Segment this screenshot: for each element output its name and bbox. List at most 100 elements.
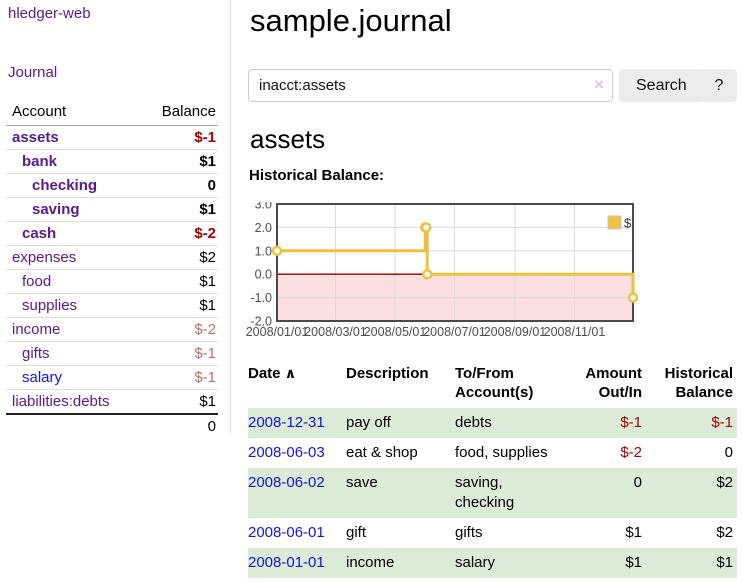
transaction-description: save xyxy=(346,474,378,491)
svg-text:2008/01/01: 2008/01/01 xyxy=(246,325,309,339)
app-title-link[interactable]: hledger-web xyxy=(8,5,91,22)
sidebar-item-journal[interactable]: Journal xyxy=(8,64,58,81)
account-link-salary[interactable]: salary xyxy=(22,369,63,386)
account-balance: $1 xyxy=(139,293,218,318)
help-button[interactable]: ? xyxy=(701,69,737,102)
transaction-amount: $1 xyxy=(625,524,642,541)
account-balance: $-2 xyxy=(139,317,218,342)
transaction-balance: $2 xyxy=(716,474,733,491)
account-row: cash $-2 xyxy=(6,221,218,246)
accounts-total-value: 0 xyxy=(139,413,218,438)
transaction-date-link[interactable]: 2008-06-03 xyxy=(248,444,325,461)
account-row: income $-2 xyxy=(6,317,218,342)
accounts-header-row: Account Balance xyxy=(6,100,218,126)
transaction-date-link[interactable]: 2008-01-01 xyxy=(248,554,325,571)
accounts-total-row: 0 xyxy=(6,413,218,438)
register-header-balance: Historical Balance xyxy=(664,365,733,401)
account-row: expenses $2 xyxy=(6,245,218,270)
transaction-amount: 0 xyxy=(633,474,642,491)
account-row: supplies $1 xyxy=(6,293,218,318)
svg-text:2008/09/01: 2008/09/01 xyxy=(484,325,547,339)
svg-text:3.0: 3.0 xyxy=(255,202,272,212)
register-table: Date ∧ Description To/From Account(s) Am… xyxy=(248,362,737,578)
transaction-description: pay off xyxy=(346,414,391,431)
account-link-income[interactable]: income xyxy=(12,321,61,338)
search-box: × xyxy=(248,69,613,102)
account-row: checking 0 xyxy=(6,173,218,198)
transaction-balance: 0 xyxy=(724,444,733,461)
register-header-date-label: Date xyxy=(248,365,281,382)
clear-search-icon[interactable]: × xyxy=(594,75,604,94)
account-row: saving $1 xyxy=(6,197,218,222)
account-balance: $1 xyxy=(139,269,218,294)
account-row: bank $1 xyxy=(6,149,218,174)
account-link-liabilities-debts[interactable]: liabilities:debts xyxy=(12,393,110,410)
transaction-accounts: gifts xyxy=(455,524,483,541)
svg-text:2.0: 2.0 xyxy=(255,221,272,235)
sidebar: hledger-web Journal Account Balance asse… xyxy=(0,0,231,438)
transaction-amount: $-1 xyxy=(620,414,642,431)
svg-text:2008/07/01: 2008/07/01 xyxy=(423,325,486,339)
search-button[interactable]: Search xyxy=(619,69,704,102)
transaction-accounts: saving, checking xyxy=(455,474,515,511)
account-balance: $1 xyxy=(139,389,218,415)
svg-text:0.0: 0.0 xyxy=(255,268,272,282)
account-link-cash[interactable]: cash xyxy=(22,225,57,242)
accounts-table: Account Balance assets $-1 bank $1 checking 0… xyxy=(6,100,218,438)
accounts-header-account: Account xyxy=(6,100,140,126)
accounts-header-balance: Balance xyxy=(139,100,218,126)
transaction-description: eat & shop xyxy=(346,444,418,461)
account-link-saving[interactable]: saving xyxy=(32,201,80,218)
svg-text:2008/03/01: 2008/03/01 xyxy=(304,325,367,339)
register-header-row: Date ∧ Description To/From Account(s) Am… xyxy=(248,362,737,408)
table-row: 2008-06-01 gift gifts $1 $2 xyxy=(248,518,737,548)
transaction-description: gift xyxy=(346,524,367,541)
account-balance: $-1 xyxy=(139,365,218,390)
transaction-amount: $1 xyxy=(625,554,642,571)
search-input[interactable] xyxy=(248,69,613,102)
register-header-account: To/From Account(s) xyxy=(455,365,534,401)
account-row: liabilities:debts $1 xyxy=(6,389,218,415)
transaction-date-link[interactable]: 2008-06-01 xyxy=(248,524,325,541)
account-link-assets[interactable]: assets xyxy=(12,129,59,146)
account-row: food $1 xyxy=(6,269,218,294)
account-link-checking[interactable]: checking xyxy=(32,177,98,194)
account-link-supplies[interactable]: supplies xyxy=(22,297,78,314)
account-balance: $2 xyxy=(139,245,218,270)
account-link-food[interactable]: food xyxy=(22,273,52,290)
transaction-amount: $-2 xyxy=(620,444,642,461)
table-row: 2008-12-31 pay off debts $-1 $-1 xyxy=(248,408,737,438)
table-row: 2008-06-03 eat & shop food, supplies $-2 0 xyxy=(248,438,737,468)
account-row: assets $-1 xyxy=(6,125,218,150)
svg-text:1.0: 1.0 xyxy=(255,244,272,258)
historical-balance-chart: 3.0 2.0 1.0 0.0 -1.0 -2.02008/01/012008/03/01… xyxy=(246,202,639,339)
transaction-balance: $2 xyxy=(716,524,733,541)
account-balance: 0 xyxy=(139,173,218,198)
transaction-date-link[interactable]: 2008-06-02 xyxy=(248,474,325,491)
account-heading: assets xyxy=(250,124,326,154)
svg-text:-1.0: -1.0 xyxy=(250,291,272,305)
account-link-bank[interactable]: bank xyxy=(22,153,58,170)
svg-text:$: $ xyxy=(624,216,632,231)
register-header-date: Date ∧ xyxy=(248,362,346,408)
transaction-accounts: salary xyxy=(455,554,496,571)
account-row: salary $-1 xyxy=(6,365,218,390)
account-balance: $-1 xyxy=(139,125,218,150)
svg-text:2008/11/01: 2008/11/01 xyxy=(544,325,606,339)
register-header-amount: Amount Out/In xyxy=(585,365,642,401)
account-balance: $-2 xyxy=(139,221,218,246)
account-link-expenses[interactable]: expenses xyxy=(12,249,77,266)
page-title: sample.journal xyxy=(250,3,452,38)
account-balance: $-1 xyxy=(139,341,218,366)
transaction-date-link[interactable]: 2008-12-31 xyxy=(248,414,325,431)
register-header-description: Description xyxy=(346,365,429,382)
svg-text:2008/05/01: 2008/05/01 xyxy=(364,325,427,339)
transaction-balance: $-1 xyxy=(711,414,733,431)
account-link-gifts[interactable]: gifts xyxy=(22,345,50,362)
transaction-accounts: debts xyxy=(455,414,492,431)
account-balance: $1 xyxy=(139,149,218,174)
table-row: 2008-01-01 income salary $1 $1 xyxy=(248,548,737,578)
transaction-description: income xyxy=(346,554,395,571)
svg-text:-2.0: -2.0 xyxy=(250,315,272,329)
sort-ascending-icon: ∧ xyxy=(284,365,297,381)
